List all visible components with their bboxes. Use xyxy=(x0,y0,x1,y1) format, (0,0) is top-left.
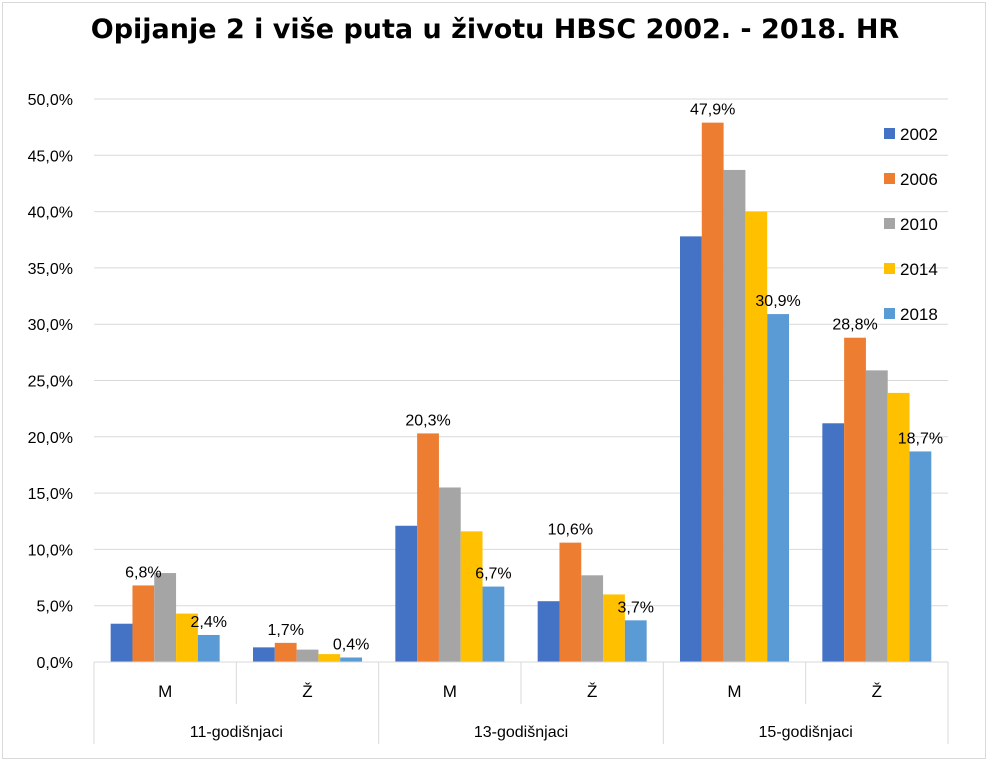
bar xyxy=(395,525,418,662)
bar xyxy=(417,433,439,662)
legend-label: 2002 xyxy=(900,125,938,144)
bar xyxy=(197,634,220,662)
bar xyxy=(680,236,702,662)
legend-swatch xyxy=(884,218,895,229)
legend-label: 2014 xyxy=(900,260,938,279)
data-label: 28,8% xyxy=(832,317,877,334)
bar xyxy=(887,392,910,662)
x-group-label: 11-godišnjaci xyxy=(190,724,283,741)
bar xyxy=(318,654,341,662)
data-label: 3,7% xyxy=(618,599,654,616)
bar xyxy=(176,613,198,662)
y-tick-label: 30,0% xyxy=(28,317,73,334)
chart-title: Opijanje 2 i više puta u životu HBSC 200… xyxy=(90,14,900,45)
bar xyxy=(745,211,768,662)
data-label: 30,9% xyxy=(755,293,800,310)
y-tick-label: 20,0% xyxy=(28,430,73,447)
y-tick-label: 40,0% xyxy=(28,205,73,222)
bar xyxy=(132,585,155,662)
bar xyxy=(482,586,505,662)
legend-swatch xyxy=(884,308,895,319)
bar xyxy=(537,601,560,662)
data-label: 18,7% xyxy=(898,430,943,447)
y-tick-label: 5,0% xyxy=(37,599,73,616)
bar xyxy=(154,573,177,662)
data-label: 0,4% xyxy=(333,636,369,653)
y-tick-label: 50,0% xyxy=(28,92,73,109)
bar xyxy=(909,451,932,662)
y-tick-label: 35,0% xyxy=(28,261,73,278)
legend: 2002 2006 2010 2014 2018 xyxy=(884,125,938,324)
bar xyxy=(296,649,319,662)
y-tick-label: 25,0% xyxy=(28,374,73,391)
x-group-label: 15-godišnjaci xyxy=(759,724,853,741)
bar xyxy=(438,487,461,662)
bar xyxy=(253,647,275,662)
data-label: 10,6% xyxy=(548,522,593,539)
legend-label: 2018 xyxy=(900,305,938,324)
data-label: 6,8% xyxy=(125,564,161,581)
data-labels: 6,8% 2,4% 1,7% 0,4% 20,3% 6,7% 10,6% 3,7% 47,9% 3… xyxy=(125,102,943,654)
bar xyxy=(110,623,133,662)
data-label: 2,4% xyxy=(191,614,227,631)
bar xyxy=(865,370,888,662)
legend-label: 2006 xyxy=(900,170,938,189)
gridlines xyxy=(94,98,948,607)
bars xyxy=(110,122,932,663)
x-category-label: M xyxy=(443,682,457,701)
bar xyxy=(274,642,297,662)
data-label: 6,7% xyxy=(475,566,511,583)
bar xyxy=(701,122,724,663)
bar xyxy=(340,657,362,662)
data-label: 20,3% xyxy=(405,412,450,429)
bar xyxy=(767,314,789,662)
bar xyxy=(559,542,582,662)
axes: 0,0% 5,0% 10,0% 15,0% 20,0% 25,0% 30,0% 35,0% 40… xyxy=(28,92,949,744)
x-category-label: Ž xyxy=(302,682,312,701)
bar xyxy=(581,575,604,662)
bar xyxy=(822,423,845,662)
data-label: 47,9% xyxy=(690,102,735,119)
bar xyxy=(723,169,746,663)
x-category-label: Ž xyxy=(587,682,597,701)
x-category-label: M xyxy=(158,682,172,701)
legend-label: 2010 xyxy=(900,215,938,234)
bar xyxy=(624,620,647,662)
bar xyxy=(460,531,483,662)
y-tick-label: 0,0% xyxy=(37,655,73,672)
legend-swatch xyxy=(884,128,895,139)
x-category-label: M xyxy=(727,682,741,701)
y-tick-label: 15,0% xyxy=(28,486,73,503)
y-tick-label: 10,0% xyxy=(28,542,73,559)
bar xyxy=(844,337,866,662)
y-tick-label: 45,0% xyxy=(28,148,73,165)
legend-swatch xyxy=(884,263,895,274)
legend-swatch xyxy=(884,173,895,184)
bar xyxy=(603,594,625,662)
x-group-label: 13-godišnjaci xyxy=(474,724,568,741)
data-label: 1,7% xyxy=(267,622,303,639)
x-category-label: Ž xyxy=(872,682,882,701)
